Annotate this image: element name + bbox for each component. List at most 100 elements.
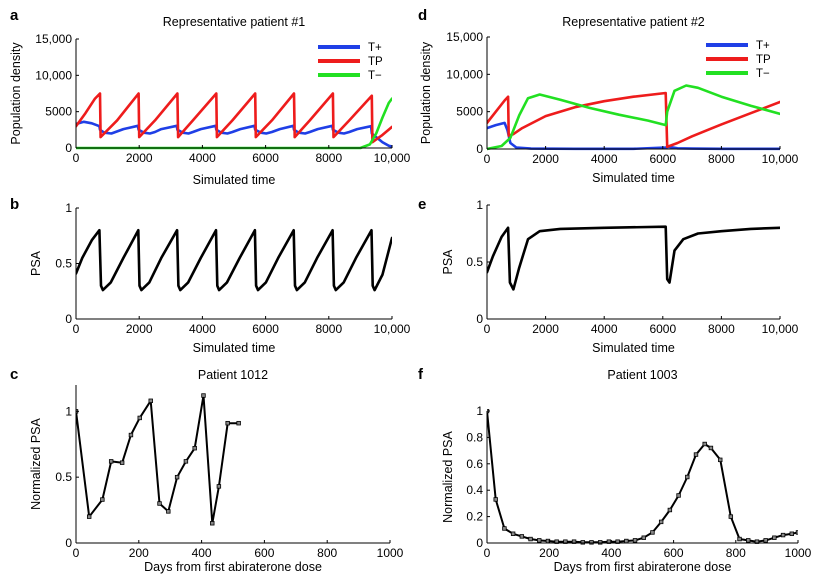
data-point: [641, 535, 646, 540]
y-tick-label: 0: [476, 536, 483, 550]
data-point: [795, 530, 798, 535]
y-tick-label: 0.2: [466, 510, 483, 524]
x-tick-label: 0: [73, 151, 80, 165]
panel-d: d Representative patient #2 0 2000 4000 6000 8…: [418, 7, 799, 185]
data-point: [119, 460, 125, 465]
y-axis-title: Normalized PSA: [29, 417, 43, 509]
x-tick-label: 2000: [126, 151, 153, 165]
data-point: [493, 497, 498, 502]
y-tick-label: 1: [65, 404, 72, 418]
y-tick-label: 0.5: [55, 470, 72, 484]
x-tick-label: 0: [73, 322, 80, 336]
data-point: [667, 507, 673, 513]
data-point: [537, 538, 542, 543]
y-tick-label: 0: [65, 312, 72, 326]
x-tick-label: 1000: [785, 546, 812, 560]
x-tick-label: 10,000: [762, 152, 799, 166]
x-tick-label: 6000: [252, 151, 279, 165]
x-tick-label: 4000: [591, 322, 618, 336]
series-line-psa: [76, 228, 392, 292]
y-tick-label: 5000: [456, 105, 483, 119]
x-tick-label: 0: [484, 152, 491, 166]
series-line-TP: [76, 92, 392, 144]
y-tick-label: 0.5: [55, 257, 72, 271]
data-point: [676, 493, 681, 498]
panel-letter: f: [418, 366, 424, 383]
y-tick-label: 0.8: [466, 430, 483, 444]
x-tick-label: 10,000: [762, 322, 799, 336]
y-axis-title: Population density: [9, 42, 23, 145]
x-tick-label: 2000: [126, 322, 153, 336]
panel-c: c Patient 1012 0 200 400 600 800 1000 0 0.5 1 Days …: [10, 366, 404, 574]
data-point: [702, 441, 707, 447]
data-point: [746, 538, 751, 543]
y-tick-label: 0: [65, 141, 72, 155]
x-tick-label: 4000: [591, 152, 618, 166]
panel-letter: c: [10, 366, 18, 383]
x-tick-label: 600: [664, 546, 684, 560]
x-tick-label: 200: [539, 546, 559, 560]
data-point: [728, 514, 734, 519]
panel-e: e 0 2000 4000 6000 8000 10,000 0 0.5 1 Simulated t…: [418, 196, 799, 355]
x-tick-label: 0: [73, 546, 80, 560]
data-point: [598, 540, 603, 545]
series-group: [487, 409, 798, 545]
data-point: [632, 538, 638, 543]
x-tick-label: 0: [484, 322, 491, 336]
series-line-T: [487, 84, 780, 151]
x-tick-label: 2000: [532, 152, 559, 166]
series-group: [76, 393, 241, 526]
panel-letter: a: [10, 7, 19, 24]
panel-letter: e: [418, 196, 426, 213]
series-line-TP: [487, 91, 780, 149]
legend-label: T−: [368, 70, 382, 82]
chart-title: Representative patient #2: [562, 15, 705, 29]
series-line-T: [487, 121, 780, 151]
data-point: [148, 398, 153, 403]
chart-title: Patient 1003: [607, 368, 677, 382]
y-tick-label: 15,000: [35, 32, 72, 46]
data-point: [236, 420, 241, 426]
data-point: [174, 474, 180, 480]
y-axis-title: Normalized PSA: [441, 430, 455, 522]
y-tick-label: 1: [65, 201, 72, 215]
data-point: [528, 536, 533, 542]
series-line-psa: [487, 225, 780, 291]
y-tick-label: 5000: [45, 105, 72, 119]
x-axis-title: Simulated time: [592, 341, 675, 355]
y-axis-title: PSA: [29, 250, 43, 276]
series-line-T: [76, 120, 392, 148]
y-tick-label: 0.5: [466, 255, 483, 269]
x-tick-label: 400: [601, 546, 621, 560]
x-tick-label: 8000: [315, 322, 342, 336]
series-group: [76, 228, 392, 292]
y-tick-label: 10,000: [35, 68, 72, 82]
panel-letter: b: [10, 196, 19, 213]
y-axis-title: Population density: [419, 41, 433, 144]
y-tick-label: 15,000: [446, 30, 483, 44]
data-point: [685, 474, 690, 480]
data-point: [789, 531, 794, 536]
x-tick-label: 8000: [708, 322, 735, 336]
data-point: [225, 420, 230, 426]
x-tick-label: 6000: [649, 152, 676, 166]
x-tick-label: 6000: [649, 322, 676, 336]
series-line-psa: [76, 394, 240, 525]
data-point: [589, 540, 594, 545]
x-tick-label: 8000: [315, 151, 342, 165]
data-point: [624, 538, 629, 544]
legend-label: T+: [756, 40, 770, 52]
data-point: [650, 530, 655, 535]
data-point: [192, 445, 197, 451]
legend-label: T−: [756, 68, 770, 80]
x-tick-label: 600: [254, 546, 274, 560]
x-tick-label: 4000: [189, 151, 216, 165]
series-line-T: [76, 97, 392, 150]
y-tick-label: 1: [476, 404, 483, 418]
x-tick-label: 1000: [377, 546, 404, 560]
data-point: [137, 415, 142, 421]
data-point: [86, 514, 92, 519]
data-point: [216, 484, 222, 489]
legend: T+ TP T−: [706, 40, 771, 80]
data-point: [718, 457, 723, 463]
